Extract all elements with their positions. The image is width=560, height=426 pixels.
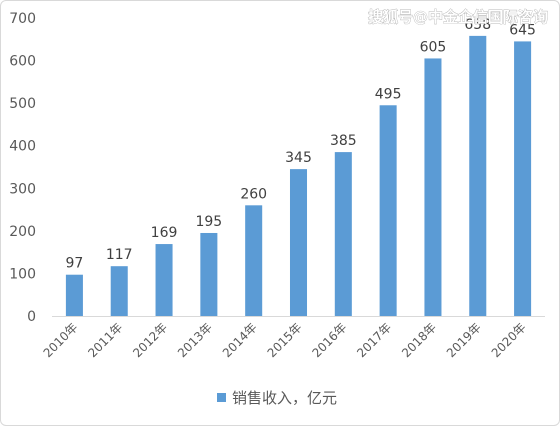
data-label: 385 (330, 133, 357, 149)
bar (200, 232, 218, 316)
y-tick-label: 700 (9, 11, 36, 27)
bars (65, 35, 532, 317)
x-tick-label: 2019年 (444, 320, 484, 360)
bar (514, 41, 532, 317)
legend-swatch (217, 393, 226, 402)
bar (65, 274, 83, 316)
data-label: 169 (151, 225, 178, 241)
x-tick-label: 2010年 (41, 320, 81, 360)
legend: 销售收入，亿元 (217, 389, 337, 407)
data-labels: 97 117 169 195 260 345 385 495 605 658 645 (65, 17, 535, 272)
x-tick-label: 2017年 (354, 320, 394, 360)
bar (289, 169, 308, 316)
y-tick-label: 0 (27, 309, 36, 325)
watermark-text: 搜狐号@中金企信国际咨询 (368, 8, 548, 26)
y-tick-label: 600 (9, 54, 36, 70)
data-label: 117 (106, 247, 133, 263)
data-label: 605 (420, 39, 447, 55)
x-tick-label: 2018年 (399, 320, 439, 360)
bar (424, 58, 442, 316)
bar (469, 35, 487, 316)
data-label: 260 (240, 186, 267, 202)
bar (334, 152, 352, 316)
y-tick-label: 100 (9, 266, 36, 282)
data-label: 97 (65, 256, 83, 272)
x-tick-label: 2012年 (130, 320, 170, 360)
legend-label: 销售收入，亿元 (232, 389, 337, 407)
y-tick-label: 300 (9, 181, 36, 197)
y-tick-label: 400 (9, 139, 36, 155)
bar (110, 266, 128, 316)
data-label: 495 (375, 86, 402, 102)
data-label: 645 (509, 22, 536, 38)
x-tick-label: 2020年 (489, 320, 529, 360)
x-tick-label: 2013年 (175, 320, 215, 360)
x-axis: 2010年 2011年 2012年 2013年 2014年 2015年 2016年 2017年… (41, 320, 529, 360)
data-label: 195 (195, 214, 222, 230)
x-tick-label: 2014年 (220, 320, 260, 360)
y-tick-label: 500 (9, 96, 36, 112)
x-tick-label: 2011年 (85, 320, 125, 360)
x-tick-label: 2016年 (309, 320, 349, 360)
y-axis: 0 100 200 300 400 500 600 700 (9, 11, 36, 325)
x-tick-label: 2015年 (265, 320, 305, 360)
bar (245, 205, 263, 316)
bar (155, 244, 173, 316)
y-tick-label: 200 (9, 224, 36, 240)
data-label: 345 (285, 150, 312, 166)
bar (379, 105, 397, 317)
data-label: 658 (464, 17, 491, 33)
